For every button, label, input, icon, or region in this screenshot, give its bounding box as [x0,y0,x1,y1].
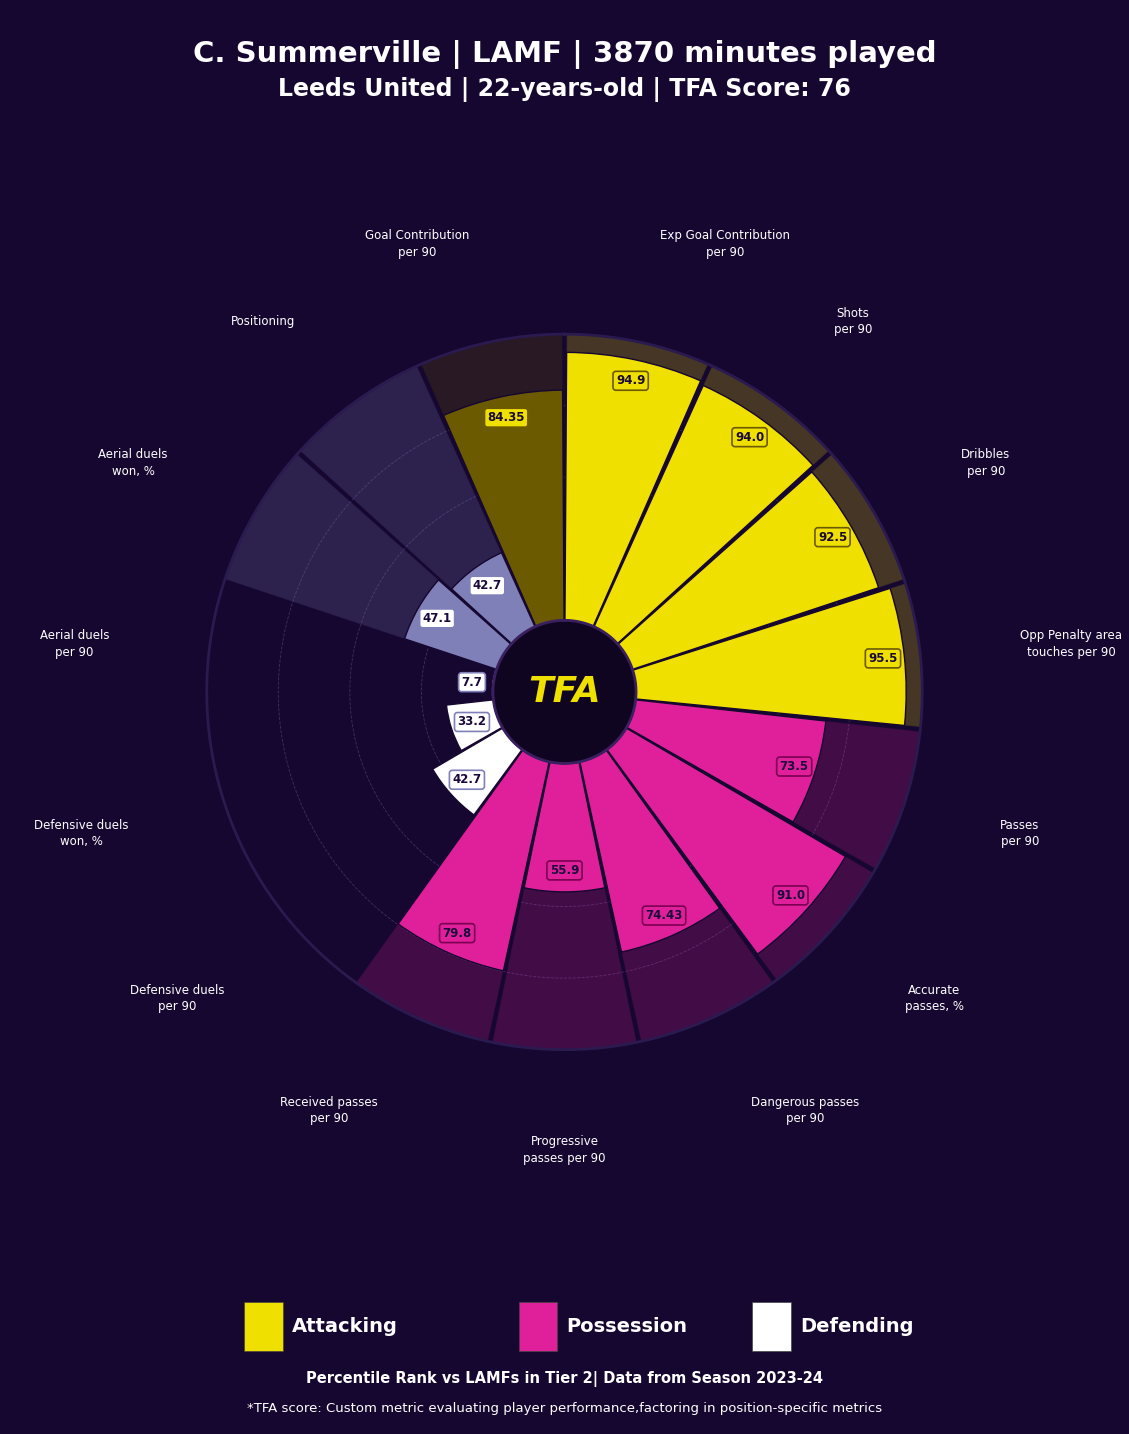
Text: Defending: Defending [800,1316,913,1336]
Text: 79.8: 79.8 [443,926,472,939]
Bar [524,761,605,892]
Text: Aerial duels
per 90: Aerial duels per 90 [40,630,110,658]
Bar [627,700,920,869]
Bar [594,366,829,644]
Text: Passes
per 90: Passes per 90 [1000,819,1040,847]
Bar [632,588,907,726]
Text: 73.5: 73.5 [780,760,808,773]
Bar [356,750,549,1041]
Bar [404,579,511,670]
Bar [446,700,502,750]
Bar [225,455,511,670]
Text: Aerial duels
won, %: Aerial duels won, % [98,449,168,478]
Bar [618,455,904,670]
Text: 92.5: 92.5 [817,531,847,543]
Text: *TFA score: Custom metric evaluating player performance,factoring in position-sp: *TFA score: Custom metric evaluating pla… [247,1402,882,1415]
Text: 42.7: 42.7 [473,579,502,592]
Bar [421,334,564,627]
Bar [564,334,708,627]
Bar [607,728,846,954]
Bar [632,584,922,727]
Text: Shots
per 90: Shots per 90 [833,307,872,336]
Text: 91.0: 91.0 [776,889,805,902]
Bar [300,366,535,644]
Bar [607,728,873,979]
Polygon shape [493,621,636,763]
Text: Exp Goal Contribution
per 90: Exp Goal Contribution per 90 [659,229,789,258]
Bar [580,750,773,1041]
Text: Percentile Rank vs LAMFs in Tier 2| Data from Season 2023-24: Percentile Rank vs LAMFs in Tier 2| Data… [306,1371,823,1387]
Text: Dribbles
per 90: Dribbles per 90 [961,449,1010,478]
Text: Accurate
passes, %: Accurate passes, % [904,984,964,1012]
Text: Possession: Possession [567,1316,688,1336]
Text: 55.9: 55.9 [550,863,579,878]
Text: 74.43: 74.43 [646,909,683,922]
Text: 84.35: 84.35 [488,412,525,424]
Bar [399,750,549,971]
Text: Positioning: Positioning [231,315,296,328]
Bar [618,472,878,670]
Bar [444,390,564,627]
Text: Goal Contribution
per 90: Goal Contribution per 90 [365,229,470,258]
Text: 94.0: 94.0 [735,430,764,443]
Bar [492,761,637,1050]
Text: 95.5: 95.5 [868,652,898,665]
Text: TFA: TFA [528,675,601,708]
Text: 94.9: 94.9 [616,374,646,387]
FancyBboxPatch shape [519,1302,558,1351]
Text: Received passes
per 90: Received passes per 90 [280,1096,378,1126]
Bar [432,728,522,815]
Bar [491,670,497,700]
Text: Attacking: Attacking [292,1316,399,1336]
Text: Progressive
passes per 90: Progressive passes per 90 [523,1136,606,1164]
Text: Dangerous passes
per 90: Dangerous passes per 90 [751,1096,859,1126]
Text: Defensive duels
won, %: Defensive duels won, % [35,819,129,847]
Text: 33.2: 33.2 [457,716,487,728]
Text: 47.1: 47.1 [422,612,452,625]
Text: Opp Penalty area
touches per 90: Opp Penalty area touches per 90 [1019,630,1122,658]
Text: Leeds United | 22-years-old | TFA Score: 76: Leeds United | 22-years-old | TFA Score:… [278,77,851,102]
Text: C. Summerville | LAMF | 3870 minutes played: C. Summerville | LAMF | 3870 minutes pla… [193,40,936,69]
Bar [594,386,813,644]
Bar [627,700,825,822]
Text: 7.7: 7.7 [462,675,482,688]
Text: 42.7: 42.7 [453,773,481,786]
FancyBboxPatch shape [753,1302,791,1351]
FancyBboxPatch shape [245,1302,283,1351]
Text: Defensive duels
per 90: Defensive duels per 90 [130,984,225,1012]
Bar [564,353,701,627]
Bar [580,750,719,952]
Bar [452,552,535,644]
